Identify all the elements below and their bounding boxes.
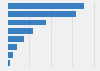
Bar	[8, 20, 46, 25]
Bar	[8, 3, 84, 9]
Bar	[8, 52, 13, 58]
Bar	[8, 28, 33, 34]
Bar	[8, 44, 17, 50]
Bar	[8, 60, 10, 66]
Bar	[8, 36, 24, 42]
Bar	[8, 11, 76, 17]
